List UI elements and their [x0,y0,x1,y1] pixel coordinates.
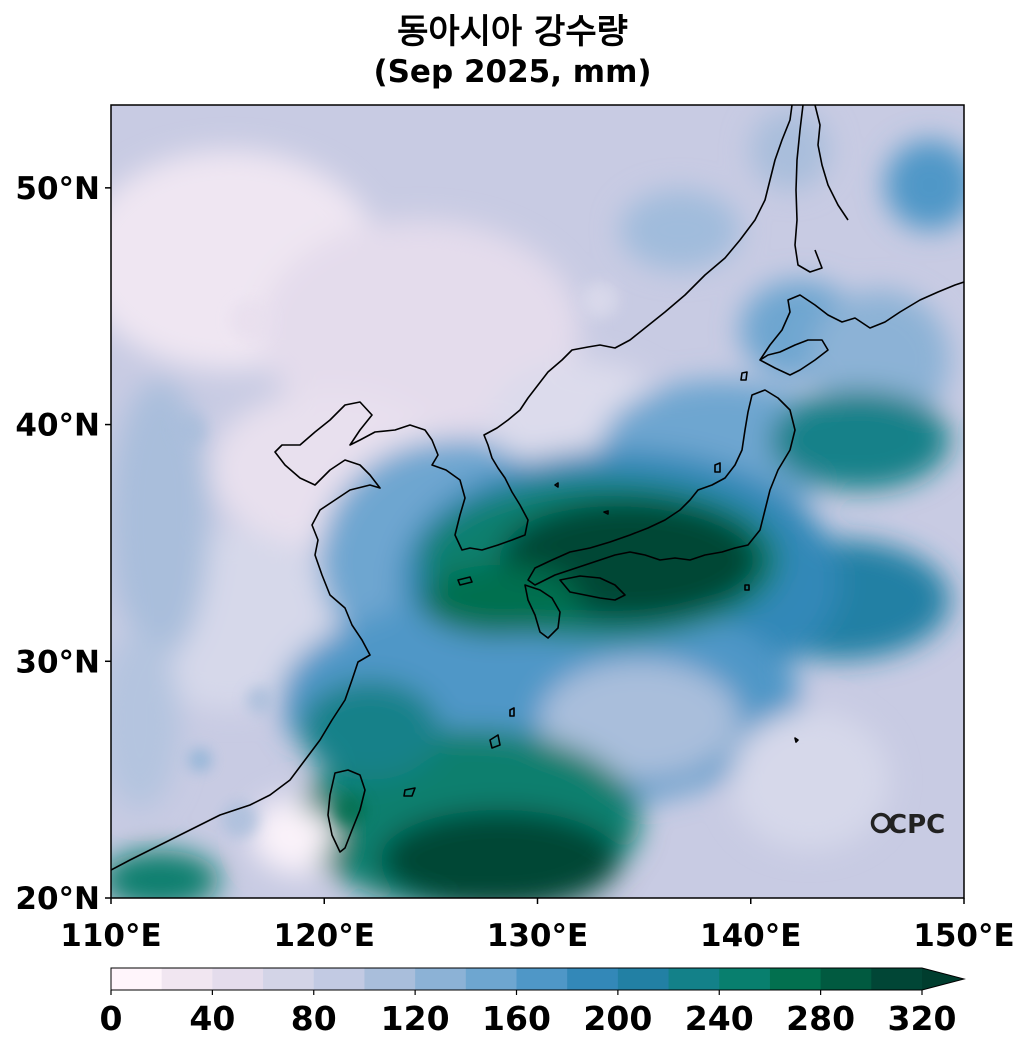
colorbar-tick-label: 160 [482,999,551,1038]
colorbar-segment [769,968,822,990]
colorbar-segment [161,968,213,990]
colorbar-tick-label: 200 [583,999,652,1038]
colorbar-segment [567,968,619,990]
lat-tick-label: 50°N [15,171,100,207]
latitude-axis: 20°N 30°N 40°N 50°N [15,171,111,917]
colorbar-segment [364,968,416,990]
colorbar-tick-label: 40 [189,999,235,1038]
logo-ring-icon [870,812,892,834]
colorbar-segment [465,968,517,990]
lat-tick-label: 40°N [15,408,100,444]
colorbar-tick-label: 320 [888,999,957,1038]
coastlines [111,105,964,871]
longitude-axis: 110°E 120°E 130°E 140°E 150°E [60,898,1015,954]
map-logo: CPC [870,810,945,840]
colorbar-segment [516,968,568,990]
colorbar-tick-label: 0 [100,999,123,1038]
lon-tick-label: 110°E [60,918,161,954]
lon-tick-label: 120°E [274,918,375,954]
lon-tick-label: 130°E [487,918,588,954]
lat-tick-label: 30°N [15,644,100,680]
colorbar-segment [111,968,163,990]
map-title: 동아시아 강수량 [397,12,628,52]
colorbar-segment [668,968,720,990]
colorbar-segment [719,968,771,990]
precipitation-field [111,105,964,898]
colorbar-segment [415,968,467,990]
colorbar-outline [110,967,966,991]
colorbar-segment [313,968,365,990]
colorbar-tick-label: 120 [381,999,450,1038]
colorbar-tick-label: 240 [685,999,754,1038]
map-subtitle: (Sep 2025, mm) [373,54,652,90]
colorbar-segment [617,968,670,990]
colorbar-extend-arrow [922,968,964,990]
colorbar-segment [820,968,872,990]
colorbar-segment [263,968,315,990]
lon-tick-label: 140°E [700,918,801,954]
colorbar-tick-label: 280 [786,999,855,1038]
colorbar-tick-label: 80 [291,999,337,1038]
colorbar-segment [212,968,264,990]
lon-tick-label: 150°E [913,918,1014,954]
colorbar: 0 40 80 120 160 200 240 280 320 [100,967,966,1038]
logo-text: CPC [888,810,945,840]
lat-tick-label: 20°N [15,881,100,917]
colorbar-segment [871,968,923,990]
